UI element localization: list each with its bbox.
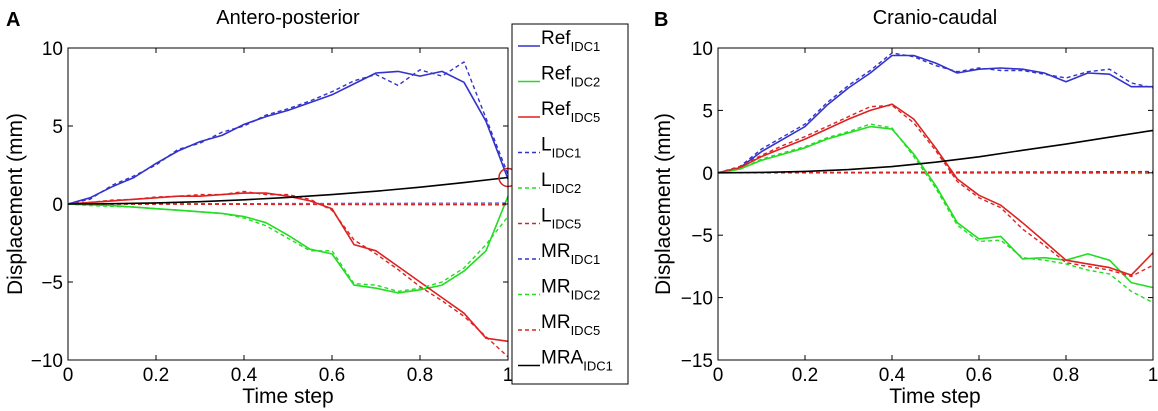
panel-a: A Antero-posterior Displacement (mm) Tim…: [4, 7, 629, 408]
panel-b-ytick-label: 0: [702, 164, 713, 185]
panel-a-xtick-label: 0.2: [143, 365, 169, 386]
panel-b-series-mr-idc5: [717, 104, 1154, 278]
panel-a-xtick-label: 0: [63, 365, 74, 386]
panel-a-series-mra-idc1: [67, 176, 509, 205]
panel-b-ytick-label: −15: [681, 351, 713, 372]
panel-b-series-ref-idc5: [717, 103, 1154, 276]
panel-b-ytick-label: −5: [691, 226, 713, 247]
panel-a-ytick-label: 10: [42, 39, 63, 60]
legend-label-mr-idc5: MRIDC5: [541, 312, 600, 338]
panel-a-ytick-label: −5: [41, 273, 63, 294]
panel-b-axes-frame: [717, 47, 1154, 361]
panel-a-xtick-label: 0.6: [319, 365, 345, 386]
panel-b-ticks: 0 0.2 0.4 0.6 0.8 1 −15 −10 −5 0 5 10: [681, 39, 1158, 386]
panel-a-title: Antero-posterior: [216, 7, 360, 29]
panel-b-series-l-idc5: [717, 171, 1154, 174]
panel-b-series-ref-idc1: [717, 54, 1153, 174]
panel-b-series-mra-idc1: [717, 129, 1154, 174]
panel-b-label: B: [654, 9, 668, 31]
panel-b-series-ref-idc2: [717, 125, 1154, 289]
panel-a-ticks: 0 0.2 0.4 0.6 0.8 1 −10 −5 0 5 10: [31, 39, 514, 386]
panel-a-series-group: [67, 61, 509, 358]
panel-a-series-mr-idc2: [67, 203, 509, 293]
panel-b-xtick-label: 0: [713, 365, 724, 386]
panel-b-xtick-label: 0.8: [1053, 365, 1079, 386]
panel-a-label: A: [6, 9, 20, 31]
panel-a-series-mr-idc5: [67, 190, 509, 358]
legend-box: [511, 23, 629, 385]
panel-b-ytick-label: 5: [702, 101, 713, 122]
panel-a-series-l-idc5: [67, 203, 509, 206]
panel-b-title: Cranio-caudal: [873, 7, 998, 29]
panel-a-xtick-label: 0.4: [231, 365, 258, 386]
panel-a-xtick-label: 1: [503, 365, 514, 386]
panel-a-ytick-label: −10: [31, 351, 63, 372]
panel-b-xtick-label: 0.6: [966, 365, 992, 386]
panel-a-ytick-label: 5: [52, 117, 63, 138]
panel-b-xtick-label: 0.4: [879, 365, 906, 386]
panel-a-ytick-label: 0: [52, 195, 63, 216]
panel-b-xtick-label: 1: [1148, 365, 1158, 386]
panel-a-series-mr-idc1: [67, 61, 509, 205]
panel-b-series-mr-idc1: [717, 52, 1154, 174]
panel-b-ylabel: Displacement (mm): [652, 113, 675, 295]
panel-b-plot-area: [718, 48, 1153, 360]
panel-b-xlabel: Time step: [889, 385, 980, 408]
panel-b-ytick-label: 10: [692, 39, 713, 60]
panel-b-series-mr-idc2: [717, 123, 1154, 304]
panel-a-xlabel: Time step: [242, 385, 333, 408]
panel-b: B Cranio-caudal Displacement (mm) Time s…: [652, 7, 1158, 408]
panel-b-xtick-label: 0.2: [792, 365, 818, 386]
panel-a-ylabel: Displacement (mm): [4, 113, 27, 295]
panel-b-ytick-label: −10: [681, 289, 713, 310]
panel-a-xtick-label: 0.8: [407, 365, 433, 386]
panel-b-series-group: [717, 52, 1154, 304]
